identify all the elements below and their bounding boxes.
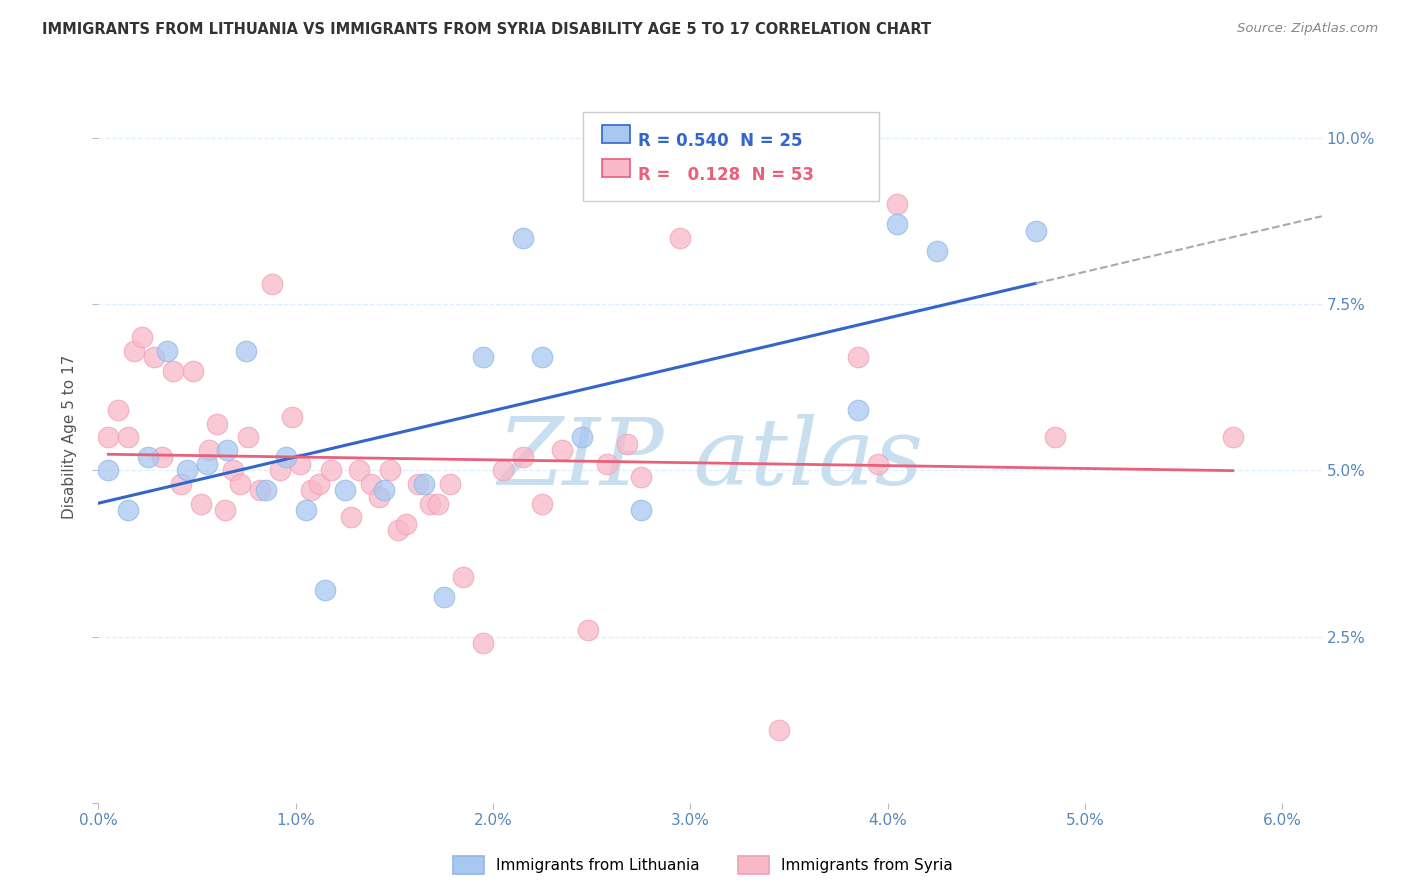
Point (531, 351, 554, 365)
Point (433, 590, 456, 604)
Point (630, 503, 652, 517)
Point (136, 450, 159, 464)
Point (142, 351, 165, 365)
Point (630, 470, 652, 484)
Point (472, 636, 495, 650)
Point (254, 483, 277, 498)
Point (551, 443, 574, 458)
Point (373, 483, 395, 498)
Point (866, 457, 889, 471)
Point (531, 497, 554, 511)
Text: Source: ZipAtlas.com: Source: ZipAtlas.com (1237, 22, 1378, 36)
Text: ZIP atlas: ZIP atlas (496, 414, 924, 504)
Text: R =   0.128  N = 53: R = 0.128 N = 53 (638, 166, 814, 184)
Text: R = 0.540  N = 25: R = 0.540 N = 25 (638, 132, 803, 150)
Point (221, 463, 243, 477)
Point (97, 430, 120, 444)
Point (214, 503, 236, 517)
Point (846, 403, 869, 417)
Point (367, 490, 389, 504)
Point (215, 443, 238, 458)
Point (314, 582, 336, 597)
Point (596, 457, 619, 471)
Point (281, 410, 304, 425)
Point (269, 463, 291, 477)
Point (395, 516, 418, 531)
Point (288, 457, 311, 471)
Point (1045, 430, 1067, 444)
Point (360, 476, 382, 491)
Point (768, 723, 790, 737)
Point (198, 443, 221, 458)
Point (190, 497, 212, 511)
Point (170, 476, 193, 491)
Point (387, 523, 409, 537)
Text: IMMIGRANTS FROM LITHUANIA VS IMMIGRANTS FROM SYRIA DISABILITY AGE 5 TO 17 CORREL: IMMIGRANTS FROM LITHUANIA VS IMMIGRANTS … (42, 22, 931, 37)
Point (406, 476, 429, 491)
Point (426, 497, 449, 511)
Point (333, 483, 356, 498)
Point (846, 351, 869, 365)
Point (274, 450, 297, 464)
Point (238, 430, 260, 444)
Point (616, 436, 638, 450)
Point (340, 509, 363, 524)
Point (380, 463, 402, 477)
Point (195, 457, 218, 471)
Point (439, 476, 461, 491)
Point (669, 230, 692, 244)
Point (453, 570, 475, 584)
Point (162, 363, 184, 377)
Point (571, 430, 593, 444)
Point (150, 450, 173, 464)
Point (1222, 430, 1244, 444)
Point (886, 217, 908, 231)
Point (117, 430, 139, 444)
Point (321, 463, 343, 477)
Point (301, 483, 323, 498)
Y-axis label: Disability Age 5 to 17: Disability Age 5 to 17 (62, 355, 77, 519)
Point (886, 197, 908, 211)
Point (122, 343, 145, 358)
Point (347, 463, 370, 477)
Point (117, 503, 139, 517)
Point (156, 343, 179, 358)
Point (308, 476, 330, 491)
Point (97, 463, 120, 477)
Point (131, 330, 153, 344)
Point (294, 503, 316, 517)
Point (181, 363, 204, 377)
Point (419, 497, 441, 511)
Point (492, 463, 515, 477)
Point (576, 623, 599, 637)
Point (176, 463, 198, 477)
Legend: Immigrants from Lithuania, Immigrants from Syria: Immigrants from Lithuania, Immigrants fr… (447, 850, 959, 880)
Point (235, 343, 257, 358)
Point (512, 450, 534, 464)
Point (249, 483, 271, 498)
Point (1025, 224, 1047, 238)
Point (205, 417, 228, 431)
Point (107, 403, 129, 417)
Point (413, 476, 436, 491)
Point (229, 476, 252, 491)
Point (925, 244, 948, 258)
Point (472, 351, 495, 365)
Point (512, 230, 534, 244)
Point (260, 277, 283, 292)
